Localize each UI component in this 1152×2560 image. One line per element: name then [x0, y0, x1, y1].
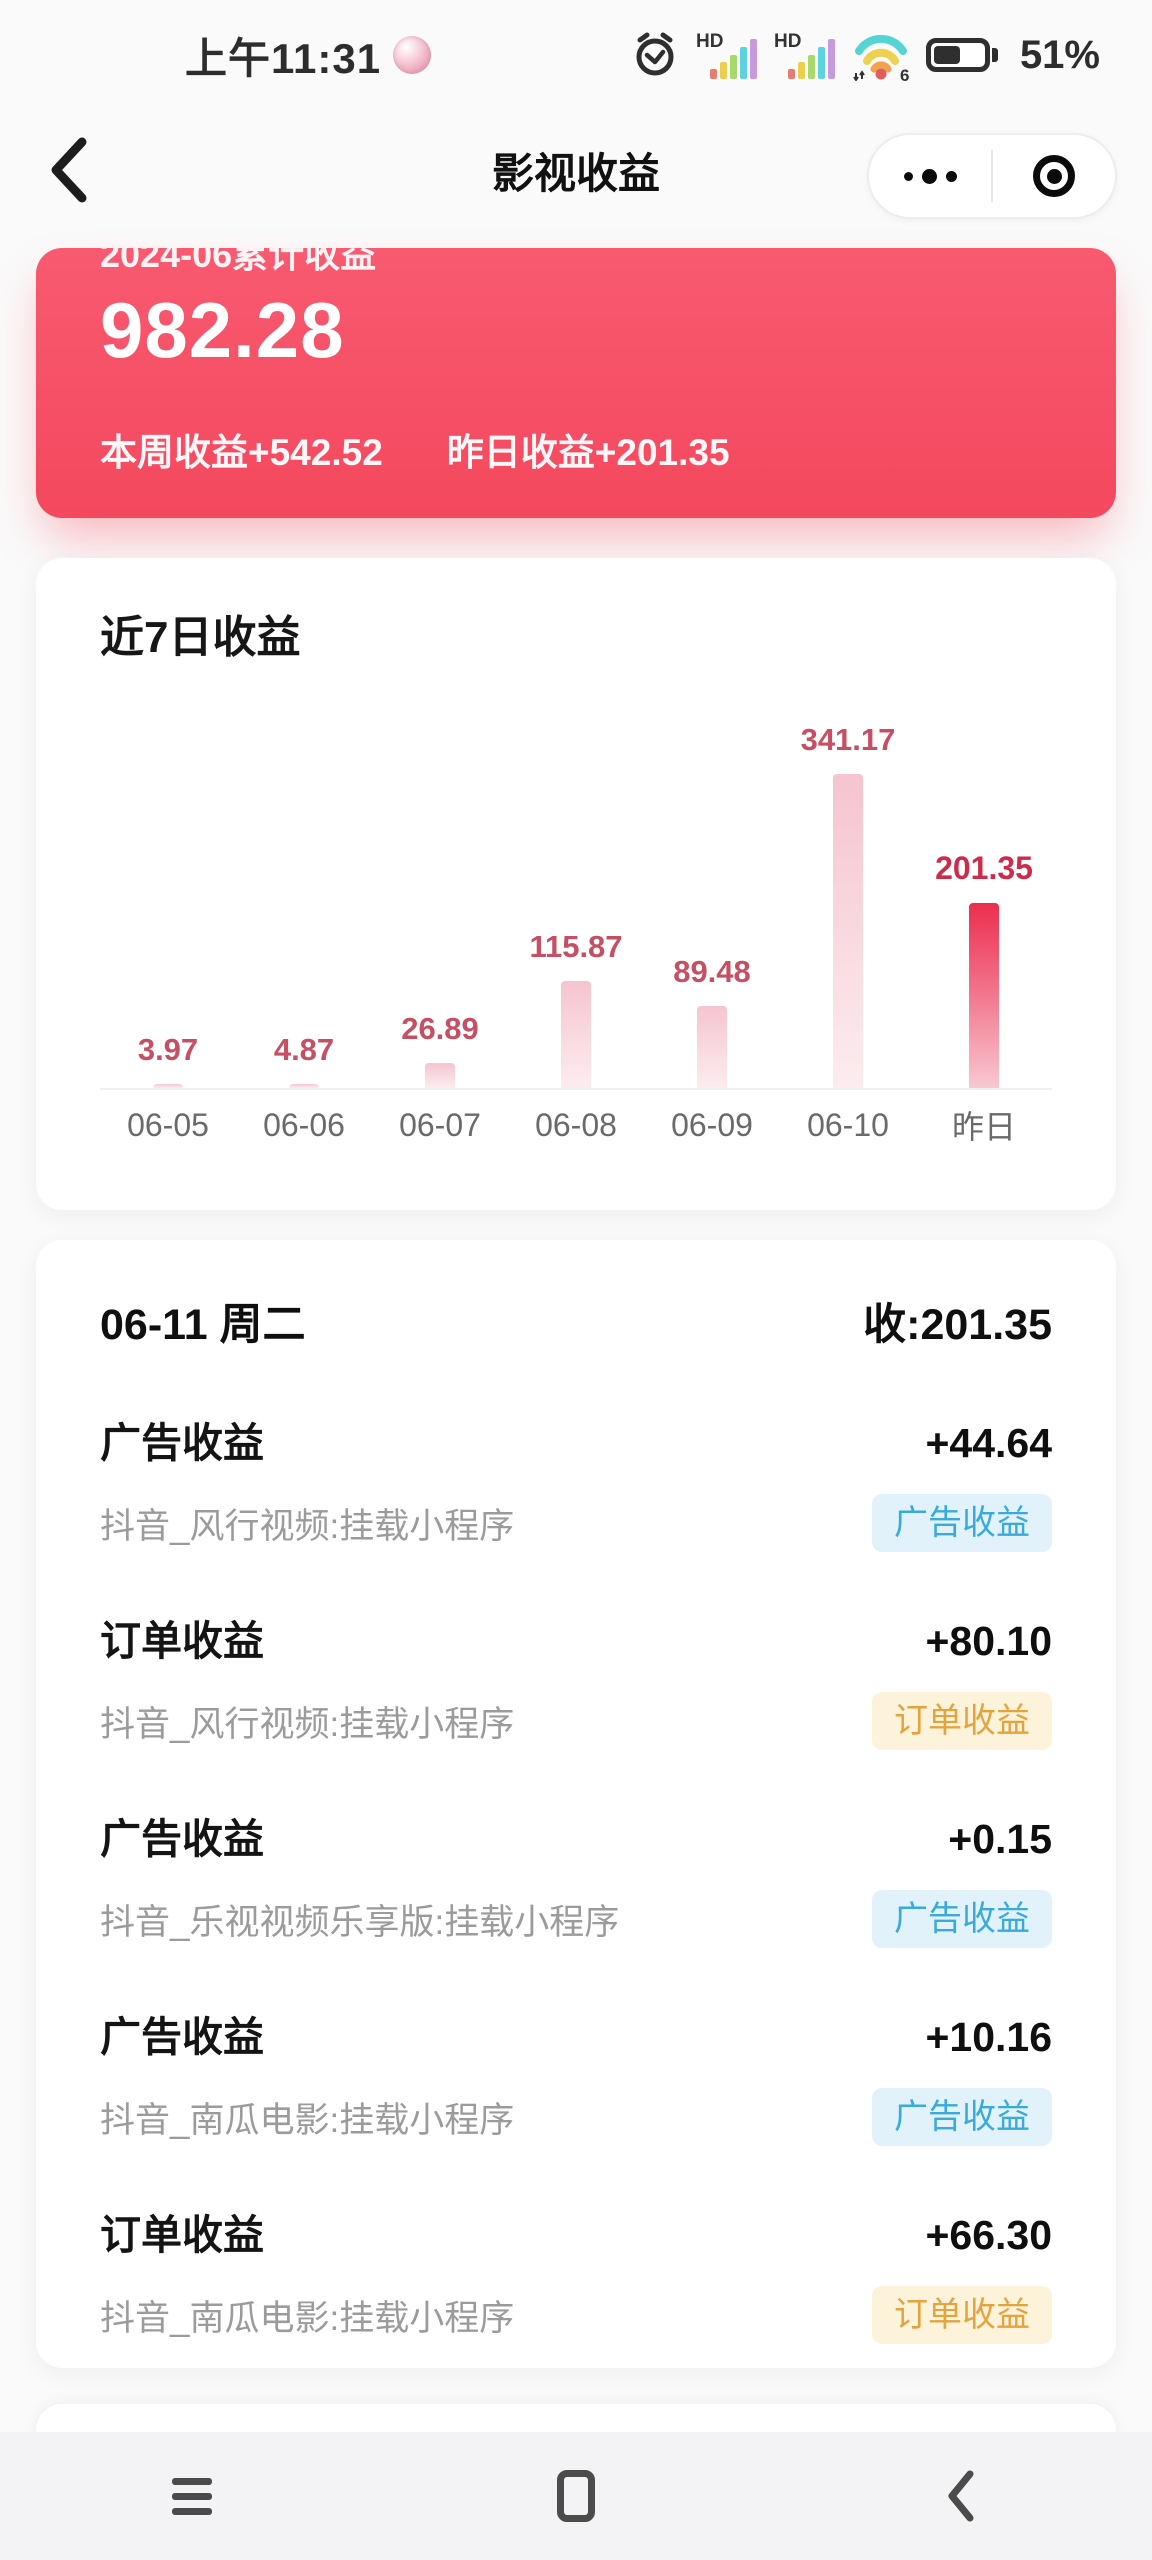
status-bar: 上午11:31 HD HD: [0, 0, 1152, 100]
earning-source: 抖音_风行视频:挂载小程序: [100, 1704, 515, 1744]
chart-x-label: 06-07: [399, 1106, 481, 1143]
chart-bar: [561, 981, 591, 1088]
detail-date: 06-11 周二: [100, 1301, 306, 1349]
earning-source: 抖音_乐视视频乐享版:挂载小程序: [100, 1902, 620, 1942]
chart-column[interactable]: 341.17: [780, 690, 916, 1088]
chart-column[interactable]: 115.87: [508, 690, 644, 1088]
bar-value-label: 26.89: [401, 1011, 479, 1046]
chart-x-label: 06-06: [263, 1106, 345, 1143]
earning-row[interactable]: 订单收益 +80.10 抖音_风行视频:挂载小程序 订单收益: [100, 1614, 1052, 1750]
home-button[interactable]: [384, 2432, 768, 2560]
back-button[interactable]: [38, 132, 98, 208]
earning-amount: +80.10: [925, 1618, 1052, 1664]
week-earnings: 本周收益+542.52: [100, 432, 383, 473]
earning-tag: 订单收益: [872, 1692, 1052, 1750]
earning-amount: +66.30: [925, 2212, 1052, 2258]
earning-tag: 广告收益: [872, 1890, 1052, 1948]
chart-x-label: 06-10: [807, 1106, 889, 1143]
android-navbar: [0, 2432, 1152, 2560]
earning-row[interactable]: 广告收益 +44.64 抖音_风行视频:挂载小程序 广告收益: [100, 1416, 1052, 1552]
chart-x-label: 昨日: [951, 1109, 1016, 1145]
earning-amount: +44.64: [925, 1420, 1052, 1466]
earning-source: 抖音_南瓜电影:挂载小程序: [100, 2298, 515, 2338]
home-icon: [557, 2470, 595, 2522]
exit-button[interactable]: [993, 135, 1115, 217]
bar-value-label: 341.17: [800, 722, 896, 757]
period-label: 2024-06累计收益: [100, 248, 377, 275]
detail-card: 06-11 周二 收:201.35 广告收益 +44.64 抖音_风行视频:挂载小程…: [36, 1240, 1116, 2368]
earning-row[interactable]: 订单收益 +66.30 抖音_南瓜电影:挂载小程序 订单收益: [100, 2208, 1052, 2344]
earning-type: 广告收益: [100, 1816, 264, 1862]
bar-value-label: 115.87: [529, 929, 623, 964]
detail-rows: 广告收益 +44.64 抖音_风行视频:挂载小程序 广告收益 订单收益 +80.10 抖音_…: [100, 1416, 1052, 2344]
wifi-icon: 6: [853, 34, 909, 81]
flower-emoji-icon: [393, 36, 432, 74]
earning-tag: 广告收益: [872, 2088, 1052, 2146]
earning-tag: 订单收益: [872, 2286, 1052, 2344]
earning-source: 抖音_风行视频:挂载小程序: [100, 1506, 515, 1546]
chart-bar: [153, 1084, 183, 1088]
chart-column[interactable]: 89.48: [644, 690, 780, 1088]
nav-header: 影视收益: [0, 100, 1152, 240]
svg-text:HD: HD: [696, 31, 723, 52]
detail-total: 收:201.35: [863, 1301, 1052, 1349]
earning-type: 订单收益: [100, 2212, 264, 2258]
battery-percent: 51%: [1019, 32, 1100, 77]
chart-bar: [425, 1063, 455, 1088]
chart-column[interactable]: 3.97: [100, 690, 236, 1088]
chart-title: 近7日收益: [100, 613, 301, 662]
miniprogram-capsule: [867, 133, 1117, 219]
back-icon: [948, 2470, 974, 2522]
chart-column[interactable]: 26.89: [372, 690, 508, 1088]
battery-icon: [925, 38, 998, 72]
more-button[interactable]: [869, 135, 991, 217]
menu-icon: [172, 2477, 212, 2515]
chart-bar: [289, 1084, 319, 1088]
total-earnings: 982.28: [100, 286, 345, 374]
chart-x-label: 06-08: [535, 1106, 617, 1143]
capsule-divider: [991, 150, 993, 202]
wifi-badge: 6: [900, 66, 909, 81]
more-icon: [903, 168, 957, 184]
chart-x-label: 06-09: [671, 1106, 753, 1143]
chart-bar: [969, 903, 999, 1088]
chart-dates: 06-05 06-06 06-07 06-08 06-09 06-10 昨日: [100, 1090, 1052, 1160]
chart-bar: [697, 1006, 727, 1088]
chart-card: 近7日收益 3.97 4.87 26.89 115.87 89.48 341.17 201.…: [36, 558, 1116, 1210]
earning-amount: +0.15: [948, 1816, 1052, 1862]
earning-row[interactable]: 广告收益 +10.16 抖音_南瓜电影:挂载小程序 广告收益: [100, 2010, 1052, 2146]
recents-button[interactable]: [0, 2432, 384, 2560]
bar-value-label: 201.35: [935, 850, 1033, 886]
bar-value-label: 3.97: [137, 1032, 199, 1067]
bar-value-label: 4.87: [273, 1032, 335, 1067]
earning-type: 广告收益: [100, 2014, 264, 2060]
signal-hd-icon: HD: [774, 31, 835, 79]
earning-tag: 广告收益: [872, 1494, 1052, 1552]
svg-text:HD: HD: [774, 31, 801, 52]
earning-row[interactable]: 广告收益 +0.15 抖音_乐视视频乐享版:挂载小程序 广告收益: [100, 1812, 1052, 1948]
earning-source: 抖音_南瓜电影:挂载小程序: [100, 2100, 515, 2140]
alarm-icon: [636, 32, 674, 76]
earning-amount: +10.16: [925, 2014, 1052, 2060]
chart-x-label: 06-05: [127, 1106, 209, 1143]
yesterday-earnings: 昨日收益+201.35: [446, 432, 730, 473]
chart-plot: 3.97 4.87 26.89 115.87 89.48 341.17 201.35: [100, 690, 1052, 1090]
nav-back-button[interactable]: [768, 2432, 1152, 2560]
chart-column[interactable]: 201.35: [916, 690, 1052, 1088]
earning-type: 订单收益: [100, 1618, 264, 1664]
chart-column[interactable]: 4.87: [236, 690, 372, 1088]
target-icon: [1033, 155, 1075, 197]
chart-bar: [833, 774, 863, 1088]
earning-type: 广告收益: [100, 1420, 264, 1466]
detail-header: 06-11 周二 收:201.35: [100, 1296, 1052, 1354]
page-title: 影视收益: [491, 149, 660, 197]
signal-hd-icon: HD: [696, 31, 757, 79]
status-time: 上午11:31: [185, 34, 382, 82]
bar-value-label: 89.48: [673, 954, 751, 989]
chevron-left-icon: [51, 137, 87, 203]
summary-card[interactable]: 2024-06累计收益 982.28 本周收益+542.52 昨日收益+201.…: [36, 248, 1116, 518]
